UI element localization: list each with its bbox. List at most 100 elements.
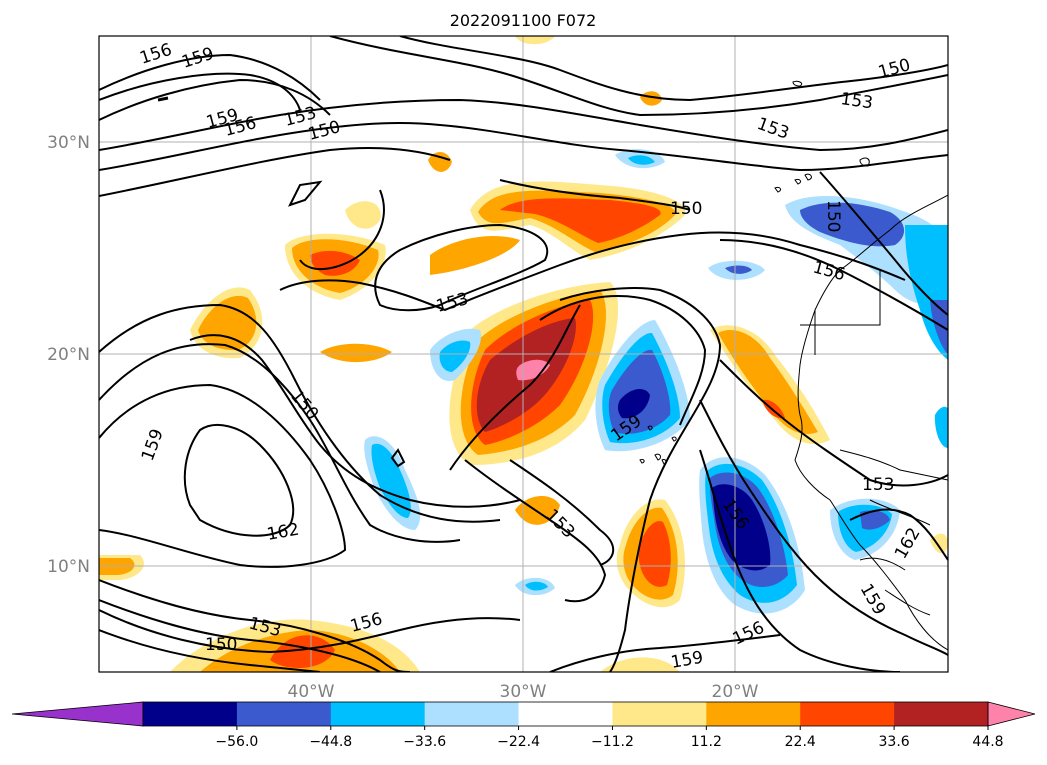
contour-162-west (183, 424, 295, 537)
colorbar-segment (236, 702, 332, 726)
contour-upper-156 (99, 122, 948, 172)
colorbar-segment (330, 702, 426, 726)
fill-neg-east-edge (934, 406, 948, 448)
contour-east-159 (699, 449, 901, 672)
coastline-canary-2 (794, 179, 802, 185)
contour-label: 159 (669, 648, 704, 673)
contour-150-top (399, 36, 948, 102)
coastline-canary-1 (774, 187, 782, 193)
contour-label: 153 (862, 475, 894, 495)
contour-label: 150 (823, 200, 843, 232)
fill-neg-center-dark (617, 388, 650, 419)
lat-label-10n: 10°N (47, 557, 90, 577)
contour-153-centre (374, 223, 549, 312)
colorbar-segment (706, 702, 801, 726)
lon-label-20w: 20°W (712, 682, 759, 702)
map-area: 156 159 159 156 153 150 150 153 153 150 … (99, 36, 948, 673)
coastline-border-5 (859, 557, 906, 571)
fill-tiny-1 (345, 201, 381, 229)
fill-neg-east-lower-blue (860, 510, 890, 530)
latitude-labels: 30°N 20°N 10°N (47, 133, 90, 577)
contour-156-west (99, 343, 461, 543)
lat-label-30n: 30°N (47, 133, 90, 153)
fill-tiny-2 (428, 151, 452, 172)
colorbar-segment (800, 702, 895, 726)
coastline-canary-3 (804, 173, 812, 181)
height-contours (99, 36, 948, 672)
fill-tiny-3 (640, 91, 662, 106)
contour-153-top (329, 36, 948, 117)
contour-150-west (189, 334, 521, 508)
fill-neg-small-1-mid (371, 443, 411, 518)
contour-east-150-b (719, 239, 948, 331)
fill-neg-small-3-mid (725, 265, 752, 274)
contour-159-top2 (99, 72, 301, 111)
contour-sw-153 (99, 599, 381, 672)
colorbar-tick-label: 33.6 (879, 734, 910, 750)
fill-bottom-center (600, 657, 680, 672)
colorbar-segment (424, 702, 520, 726)
fill-center-left-strip (320, 343, 392, 363)
longitude-labels: 40°W 30°W 20°W (288, 682, 759, 702)
contour-south-loop (509, 459, 615, 566)
fill-west-patch-orange (198, 295, 257, 351)
contour-label: 150 (205, 635, 237, 655)
contour-south-153 (464, 459, 607, 603)
lon-label-40w: 40°W (288, 682, 335, 702)
map-frame (98, 35, 949, 673)
colorbar-tick-label: 44.8 (972, 734, 1003, 750)
colorbar-extend-high (987, 701, 1036, 727)
contour-diamond (390, 448, 406, 468)
colorbar-segment (518, 702, 613, 726)
fill-north-band-red (500, 198, 661, 243)
contour-central-156 (539, 295, 707, 426)
coastlines (639, 80, 948, 651)
colorbar-extend-low (11, 701, 144, 727)
fill-neg-small-5-mid (525, 581, 548, 591)
fill-neg-east-upper-blue (800, 202, 905, 247)
colorbar-frame (142, 701, 989, 727)
contour-sw-153b (99, 609, 521, 654)
fill-mid-left-strip (430, 235, 520, 275)
colorbar-tick-label: −56.0 (215, 734, 258, 750)
positive-anomaly-fills (99, 36, 948, 672)
fill-neg-small-2-mid (439, 340, 471, 372)
colorbar-tick-label: −44.8 (309, 734, 352, 750)
fill-south-center-red (638, 521, 671, 587)
contour-upper-159 (99, 147, 451, 197)
contour-label: 150 (670, 199, 702, 219)
contour-153-west (99, 303, 501, 523)
contour-sw-156 (99, 629, 321, 672)
fill-central-band-pink (516, 359, 550, 381)
coastline-africa (794, 194, 948, 651)
lon-label-30w: 30°W (500, 682, 547, 702)
colorbar-segments (11, 701, 1036, 727)
coastline-border-4 (869, 499, 931, 526)
contour-159-top (99, 53, 321, 101)
coastline-island-a (792, 80, 803, 87)
contour-sw-150 (99, 579, 411, 672)
contour-central-loop (449, 304, 581, 471)
fill-east-diag-orange (718, 329, 818, 434)
contour-loop-north (299, 189, 385, 271)
coastline-border-6 (884, 589, 931, 616)
colorbar-tick-label: −33.6 (403, 734, 446, 750)
coastline-capeverde-5 (647, 425, 653, 431)
contour-south-edge (549, 634, 781, 672)
colorbar-segment (894, 702, 989, 726)
contour-east-162 (849, 508, 948, 561)
lat-label-20n: 20°N (47, 345, 90, 365)
fill-sw-patch-red (270, 635, 335, 669)
coastline-capeverde-1 (639, 458, 645, 464)
coastline-capeverde-2 (654, 453, 662, 461)
colorbar-tick-label: 22.4 (785, 734, 816, 750)
colorbar-tick-label: −22.4 (497, 734, 540, 750)
fill-neg-small-4-mid (628, 155, 655, 165)
map-title: 2022091100 F072 (450, 11, 597, 30)
coastline-capeverde-4 (671, 436, 677, 442)
contour-150-loop (279, 231, 906, 312)
contour-east-156 (699, 399, 948, 656)
fill-neg-east-mid-b (930, 300, 948, 355)
contour-small-top (157, 96, 169, 102)
